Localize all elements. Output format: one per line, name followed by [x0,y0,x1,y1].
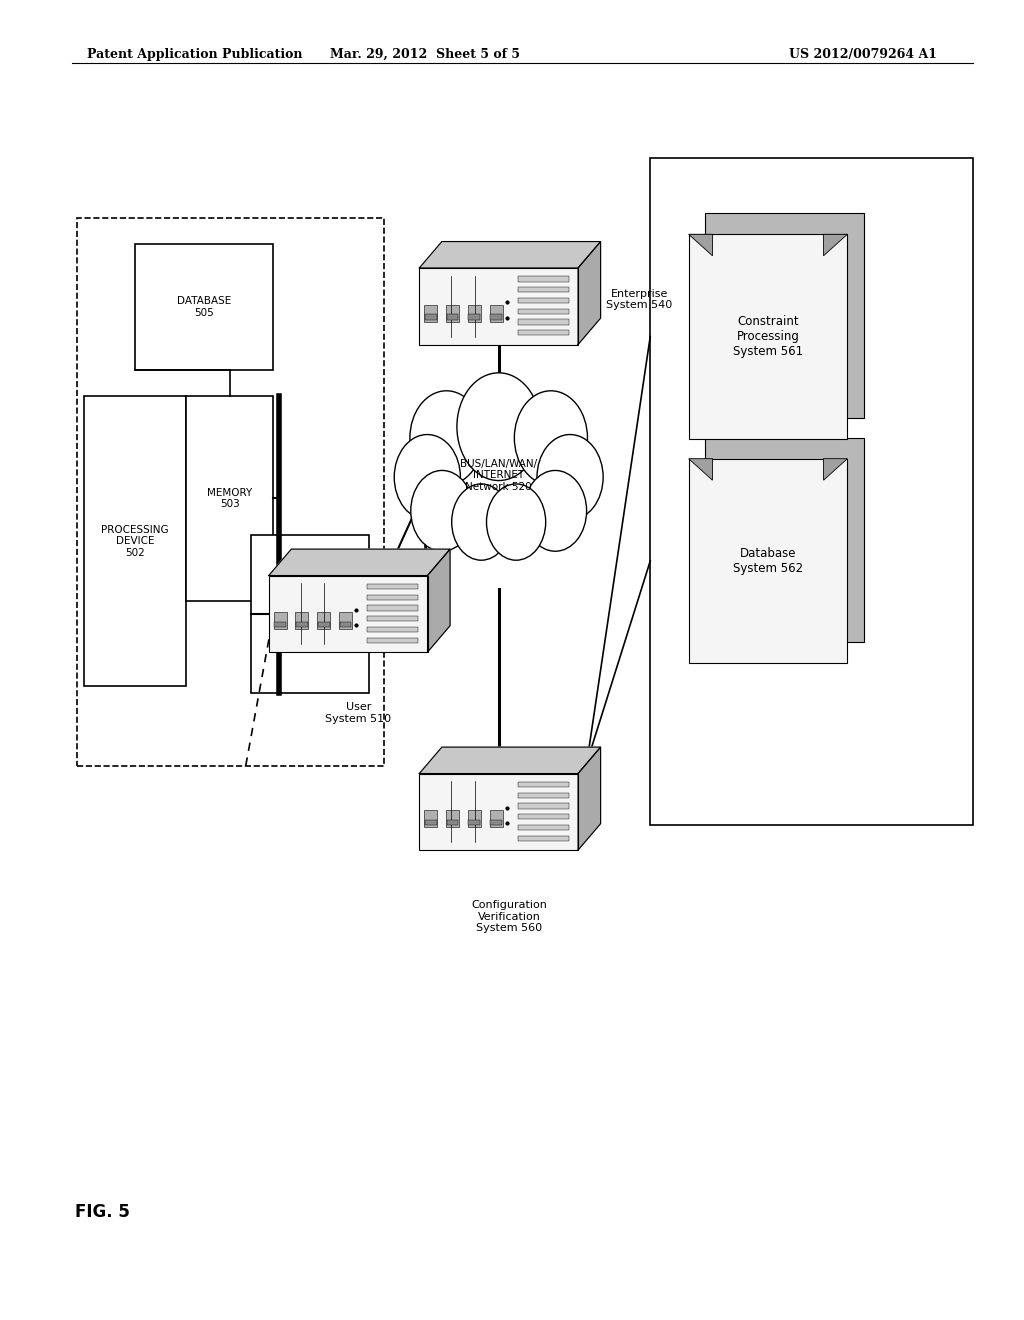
Text: PROCESSING
DEVICE
502: PROCESSING DEVICE 502 [101,524,169,558]
Bar [317,612,331,630]
Circle shape [457,372,541,480]
Text: Enterprise
System 540: Enterprise System 540 [606,289,673,310]
Bar [518,276,568,281]
Bar [251,535,369,693]
Bar [489,810,503,828]
Bar [368,583,418,589]
Bar [425,820,436,825]
Text: FIG. 5: FIG. 5 [75,1203,130,1221]
Text: Constraint
Processing
System 561: Constraint Processing System 561 [733,315,803,358]
Bar [424,305,437,322]
Bar [295,612,308,630]
Circle shape [537,434,603,520]
Bar [425,314,436,319]
Text: INPUT/OUTPUT
504: INPUT/OUTPUT 504 [271,603,348,624]
Circle shape [486,484,546,560]
Bar [518,814,568,820]
Bar [688,459,848,664]
Bar [650,158,973,825]
Text: MEMORY
503: MEMORY 503 [207,487,253,510]
Text: Mar. 29, 2012  Sheet 5 of 5: Mar. 29, 2012 Sheet 5 of 5 [330,48,520,61]
Text: BUS/LAN/WAN/
INTERNET
Network 520: BUS/LAN/WAN/ INTERNET Network 520 [460,458,538,492]
Polygon shape [428,549,451,652]
Circle shape [411,470,473,552]
Ellipse shape [420,421,578,545]
Bar [518,319,568,325]
Bar [468,820,480,825]
Bar [518,309,568,314]
Bar [368,606,418,611]
Bar [468,810,481,828]
Bar [705,438,864,643]
Bar [468,314,480,319]
Bar [368,627,418,632]
Bar [446,314,459,319]
Text: Database
System 562: Database System 562 [733,546,803,576]
Bar [274,622,286,627]
Bar [186,396,273,601]
Bar [518,781,568,787]
Bar [368,616,418,622]
Bar [518,804,568,809]
Bar [368,594,418,601]
Bar [84,396,186,686]
Bar [445,810,459,828]
Bar [317,622,330,627]
Bar [296,622,308,627]
Circle shape [514,391,588,484]
Bar [268,576,428,652]
Text: Configuration
Verification
System 560: Configuration Verification System 560 [471,900,547,933]
Bar [688,235,848,438]
Bar [420,774,578,850]
Bar [518,298,568,304]
Text: DATABASE
505: DATABASE 505 [177,296,231,318]
Circle shape [394,434,461,520]
Polygon shape [578,747,600,850]
Text: User
System 510: User System 510 [326,702,391,723]
Bar [446,820,459,825]
Polygon shape [268,549,451,576]
Bar [420,268,578,345]
Circle shape [452,484,511,560]
Bar [135,244,273,370]
Bar [518,825,568,830]
Bar [490,820,502,825]
Bar [468,305,481,322]
Polygon shape [823,235,848,256]
Polygon shape [578,242,600,345]
Bar [273,612,287,630]
Circle shape [524,470,587,552]
Bar [368,638,418,643]
Bar [340,622,351,627]
Bar [705,213,864,417]
Bar [518,288,568,293]
Bar [490,314,502,319]
Polygon shape [688,235,713,256]
Bar [518,330,568,335]
Circle shape [410,391,483,484]
Bar [489,305,503,322]
Text: Patent Application Publication: Patent Application Publication [87,48,302,61]
Bar [518,792,568,799]
Bar [445,305,459,322]
Bar [518,836,568,841]
Text: US 2012/0079264 A1: US 2012/0079264 A1 [788,48,937,61]
Bar [424,810,437,828]
Polygon shape [420,747,600,774]
Bar [339,612,352,630]
Polygon shape [823,459,848,480]
Polygon shape [420,242,600,268]
Bar [77,218,384,766]
Polygon shape [688,459,713,480]
